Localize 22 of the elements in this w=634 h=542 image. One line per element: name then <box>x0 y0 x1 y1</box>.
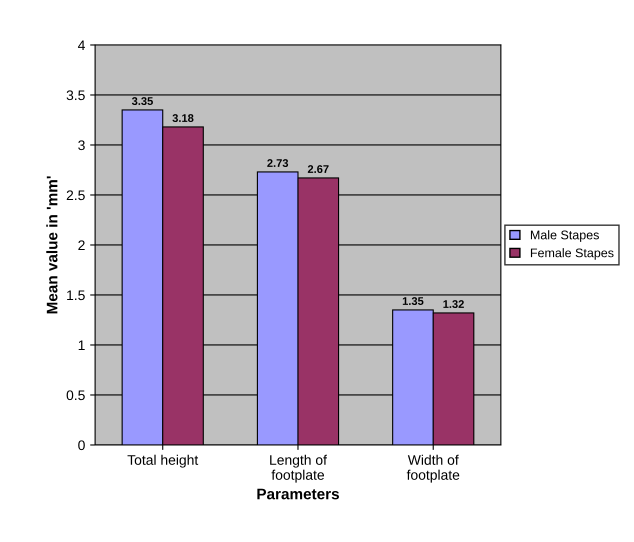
y-tick-label: 2.5 <box>66 190 85 200</box>
y-tick-label: 3 <box>78 140 85 150</box>
y-tick-label: 1.5 <box>67 290 85 300</box>
y-tick-label: 0.5 <box>66 390 85 400</box>
y-tick-label: 2 <box>78 240 85 250</box>
data-label: 2.73 <box>267 159 288 168</box>
y-tick-label: 3.5 <box>66 90 85 100</box>
data-label: 1.35 <box>402 297 424 306</box>
x-tick-label: Length of footplate <box>270 454 327 483</box>
legend-label: Female Stapes <box>530 248 614 260</box>
y-tick-label: 0 <box>78 440 85 450</box>
x-axis-title: Parameters <box>257 488 339 500</box>
data-label: 3.18 <box>172 114 194 122</box>
x-tick-label: Total height <box>128 454 198 468</box>
y-axis-title: Mean value in 'mm' <box>46 176 58 314</box>
data-label: 1.32 <box>443 300 464 308</box>
y-tick-label: 1 <box>78 340 85 350</box>
data-label: 2.67 <box>308 165 329 174</box>
data-label: 3.35 <box>132 97 153 106</box>
x-tick-label: Width of footplate <box>406 454 460 483</box>
legend-label: Male Stapes <box>530 230 599 242</box>
y-tick-label: 4 <box>78 40 85 50</box>
